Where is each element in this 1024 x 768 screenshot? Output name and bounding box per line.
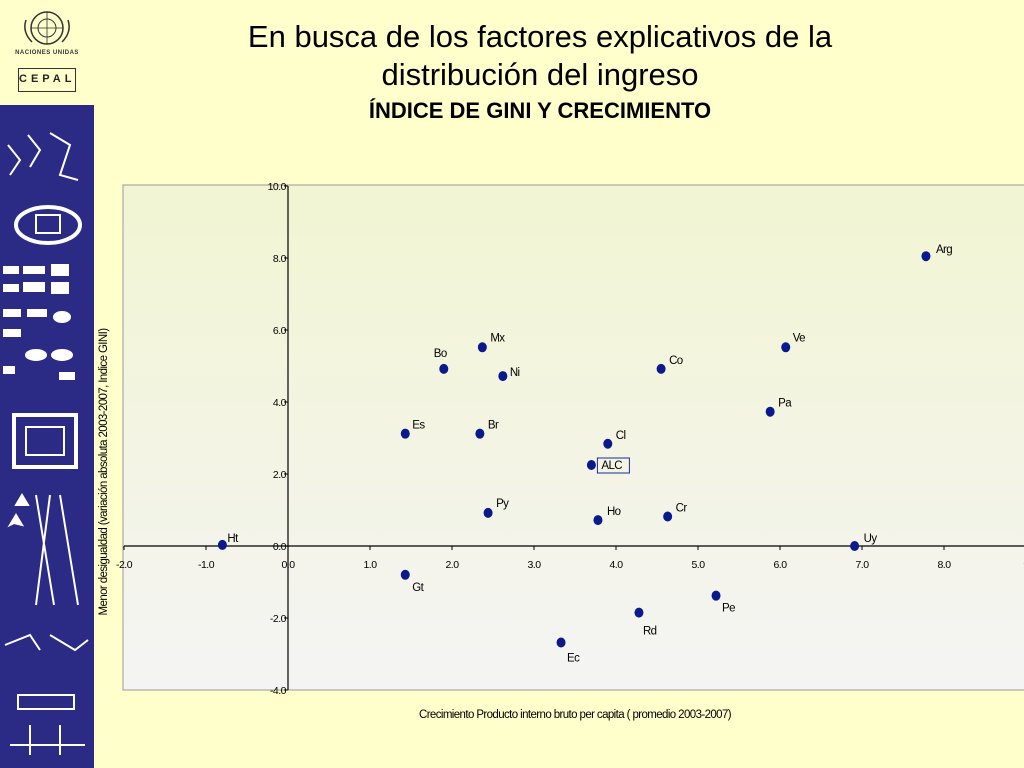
data-label-pe: Pe: [722, 603, 735, 615]
x-tick-label: 5.0: [691, 559, 705, 571]
x-tick-label: 2.0: [445, 559, 459, 571]
data-label-box-alc: [596, 457, 630, 474]
y-tick-label: 6.0: [273, 325, 287, 337]
y-tick-label: 2.0: [273, 469, 287, 481]
data-label-rd: Rd: [643, 626, 657, 638]
data-label-br: Br: [488, 420, 499, 432]
data-label-cr: Cr: [676, 502, 688, 514]
x-tick-label: 0.0: [281, 559, 295, 571]
data-point-cr: [663, 511, 673, 522]
logo-cepal-text: CEPAL: [18, 68, 76, 92]
x-tick-label: -1.0: [198, 559, 215, 571]
data-label-cl: Cl: [616, 430, 626, 442]
data-label-uy: Uy: [864, 533, 878, 545]
data-label-pa: Pa: [778, 398, 792, 410]
data-point-pe: [711, 590, 721, 601]
x-tick-label: 1.0: [363, 559, 377, 571]
x-tick-label: 3.0: [527, 559, 541, 571]
data-point-bo: [439, 363, 449, 374]
data-label-es: Es: [412, 420, 425, 432]
y-tick-label: 4.0: [273, 397, 287, 409]
data-point-ho: [593, 515, 603, 526]
y-tick-label: 8.0: [273, 253, 287, 265]
data-point-py: [483, 507, 493, 518]
data-label-gt: Gt: [412, 582, 424, 594]
x-axis-label: Crecimiento Producto interno bruto per c…: [419, 709, 732, 721]
data-point-pa: [765, 406, 775, 417]
y-tick-label: 0.0: [273, 541, 287, 553]
y-tick-label: -4.0: [270, 685, 287, 697]
data-point-cl: [603, 438, 613, 449]
data-label-arg: Arg: [936, 244, 952, 256]
data-point-ni: [498, 371, 508, 382]
page-subtitle: ÍNDICE DE GINI Y CRECIMIENTO: [368, 98, 712, 123]
data-label-py: Py: [496, 498, 509, 510]
data-point-br: [475, 428, 485, 439]
logo-un-text: NACIONES UNIDAS: [15, 50, 79, 56]
data-label-alc: ALC: [601, 460, 622, 472]
data-label-co: Co: [669, 355, 683, 367]
pre-columbian-glyphs-icon: [3, 132, 89, 755]
x-tick-label: 7.0: [855, 559, 869, 571]
data-point-ve: [781, 342, 791, 353]
page-title: En busca de los factores explicativos de…: [247, 19, 833, 92]
data-point-arg: [921, 251, 931, 262]
y-axis-label: Menor desigualdad (variación absoluta 20…: [98, 328, 110, 616]
un-cepal-logo: NACIONES UNIDAS CEPAL: [14, 6, 80, 98]
data-point-gt: [400, 569, 410, 580]
x-tick-label: 8.0: [937, 559, 951, 571]
data-point-uy: [850, 541, 860, 551]
data-point-rd: [634, 607, 644, 618]
plot-area: [122, 184, 1024, 691]
decorative-sidebar: [0, 105, 94, 768]
data-point-ht: [217, 539, 227, 550]
x-tick-label: 4.0: [609, 559, 623, 571]
data-label-ho: Ho: [607, 506, 621, 518]
data-label-bo: Bo: [434, 348, 447, 360]
x-tick-label: -2.0: [116, 559, 133, 571]
data-label-mx: Mx: [490, 332, 505, 344]
data-label-ni: Ni: [510, 367, 520, 379]
data-point-ec: [556, 637, 566, 648]
data-point-co: [656, 363, 666, 374]
data-point-alc: [586, 460, 596, 470]
data-label-ec: Ec: [567, 652, 580, 664]
y-tick-label: -2.0: [270, 613, 287, 625]
data-point-es: [400, 428, 410, 439]
y-tick-label: 10.0: [268, 181, 287, 193]
x-tick-label: 6.0: [773, 559, 787, 571]
data-label-ve: Ve: [793, 332, 805, 344]
un-emblem-icon: [24, 11, 70, 45]
data-label-ht: Ht: [227, 533, 239, 545]
data-point-mx: [477, 342, 487, 353]
